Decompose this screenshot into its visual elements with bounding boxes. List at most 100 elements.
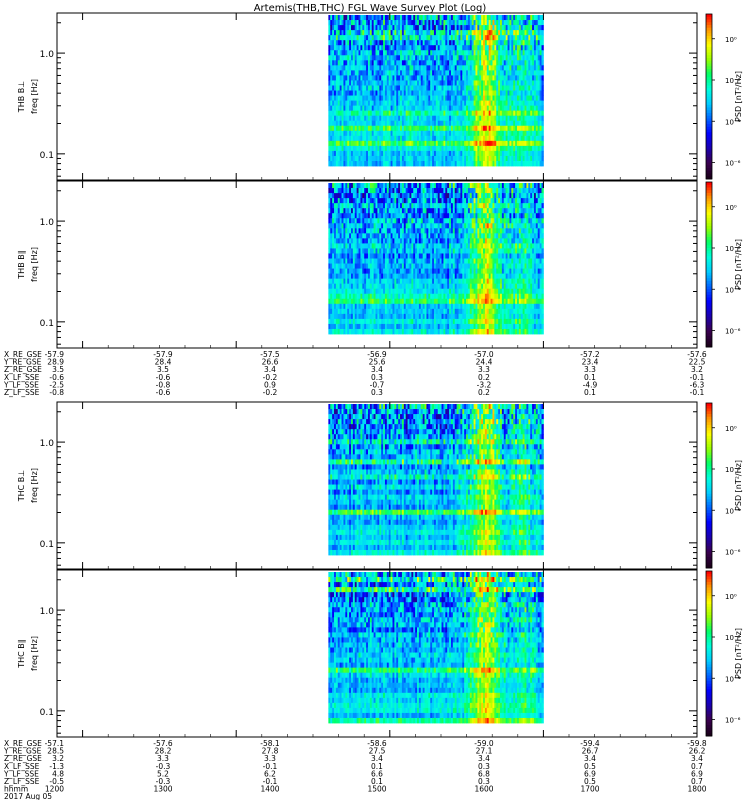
spectrogram-cell	[349, 145, 352, 152]
spectrogram-cell	[473, 65, 476, 71]
spectrogram-cell	[483, 160, 486, 167]
spectrogram-cell	[400, 313, 403, 320]
spectrogram-cell	[458, 90, 461, 96]
spectrogram-cell	[366, 253, 369, 259]
spectrogram-cell	[516, 55, 520, 61]
spectrogram-cell	[358, 193, 361, 199]
spectrogram-cell	[530, 135, 533, 142]
spectrogram-cell	[367, 238, 371, 244]
spectrogram-cell	[466, 100, 469, 106]
spectrogram-cell	[369, 188, 373, 194]
spectrogram-cell	[490, 75, 493, 81]
spectrogram-cell	[532, 130, 535, 137]
spectrogram-cell	[337, 218, 341, 224]
spectrogram-cell	[373, 308, 376, 315]
spectrogram-cell	[409, 85, 412, 91]
spectrogram-cell	[462, 90, 465, 96]
spectrogram-cell	[351, 150, 354, 157]
spectrogram-cell	[528, 25, 531, 31]
spectrogram-cell	[388, 323, 392, 330]
spectrogram-cell	[400, 233, 403, 239]
spectrogram-cell	[513, 155, 516, 162]
spectrogram-cell	[526, 95, 529, 101]
spectrogram-cell	[441, 135, 444, 142]
spectrogram-cell	[452, 55, 456, 61]
spectrogram-cell	[486, 20, 490, 26]
spectrogram-cell	[537, 105, 541, 112]
spectrogram-cell	[384, 15, 388, 21]
spectrogram-cell	[456, 75, 459, 81]
spectrogram-cell	[369, 318, 373, 325]
spectrogram-cell	[334, 238, 337, 244]
spectrogram-cell	[330, 150, 333, 157]
spectrogram-cell	[411, 188, 414, 194]
spectrogram-cell	[343, 228, 346, 234]
spectrogram-cell	[537, 135, 541, 142]
spectrogram-cell	[411, 278, 414, 285]
spectrogram-cell	[450, 85, 454, 91]
spectrogram-cell	[337, 145, 341, 152]
spectrogram-cell	[371, 70, 375, 76]
spectrogram-cell	[420, 110, 424, 117]
spectrogram-cell	[366, 278, 369, 285]
spectrogram-cell	[537, 80, 541, 86]
spectrogram-cell	[422, 65, 425, 71]
spectrogram-cell	[515, 25, 518, 31]
spectrogram-cell	[373, 110, 376, 117]
spectrogram-cell	[441, 60, 444, 66]
spectrogram-cell	[486, 100, 490, 106]
spectrogram-cell	[403, 15, 407, 21]
spectrogram-cell	[409, 223, 412, 229]
spectrogram-cell	[488, 120, 491, 127]
spectrogram-cell	[417, 105, 420, 112]
spectrogram-cell	[473, 140, 476, 147]
spectrogram-cell	[381, 328, 384, 335]
spectrogram-cell	[390, 283, 393, 290]
spectrogram-cell	[377, 253, 380, 259]
spectrogram-cell	[332, 248, 335, 254]
spectrogram-cell	[347, 233, 350, 239]
spectrogram-cell	[366, 218, 369, 224]
spectrogram-cell	[328, 303, 331, 310]
spectrogram-cell	[405, 50, 408, 56]
spectrogram-cell	[409, 268, 412, 274]
spectrogram-cell	[392, 238, 395, 244]
spectrogram-cell	[364, 115, 367, 122]
spectrogram-cell	[337, 130, 341, 137]
spectrogram-cell	[373, 35, 376, 41]
spectrogram-cell	[347, 293, 350, 300]
spectrogram-cell	[328, 298, 331, 305]
spectrogram-cell	[484, 60, 488, 66]
spectrogram-cell	[351, 183, 354, 189]
spectrogram-cell	[364, 278, 367, 285]
spectrogram-cell	[456, 35, 459, 41]
spectrogram-cell	[458, 35, 461, 41]
spectrogram-cell	[351, 258, 354, 264]
spectrogram-cell	[477, 140, 480, 147]
spectrogram-cell	[337, 95, 341, 101]
spectrogram-cell	[462, 160, 465, 167]
spectrogram-cell	[432, 60, 435, 66]
spectrogram-cell	[369, 120, 373, 127]
spectrogram-cell	[377, 223, 380, 229]
spectrogram-cell	[335, 75, 339, 81]
spectrogram-cell	[481, 130, 484, 137]
spectrogram-cell	[337, 258, 341, 264]
spectrogram-cell	[398, 95, 401, 101]
spectrogram-cell	[369, 223, 373, 229]
spectrogram-cell	[354, 258, 358, 264]
spectrogram-cell	[386, 60, 390, 66]
spectrogram-cell	[343, 55, 346, 61]
colorbar-step	[706, 36, 712, 40]
spectrogram-cell	[328, 238, 331, 244]
spectrogram-cell	[456, 50, 459, 56]
spectrogram-cell	[443, 110, 446, 117]
spectrogram-cell	[460, 115, 463, 122]
spectrogram-cell	[364, 248, 367, 254]
spectrogram-cell	[398, 293, 401, 300]
spectrogram-cell	[345, 100, 348, 106]
spectrogram-cell	[366, 288, 369, 295]
spectrogram-cell	[520, 35, 524, 41]
spectrogram-cell	[532, 25, 535, 31]
spectrogram-cell	[349, 45, 352, 51]
